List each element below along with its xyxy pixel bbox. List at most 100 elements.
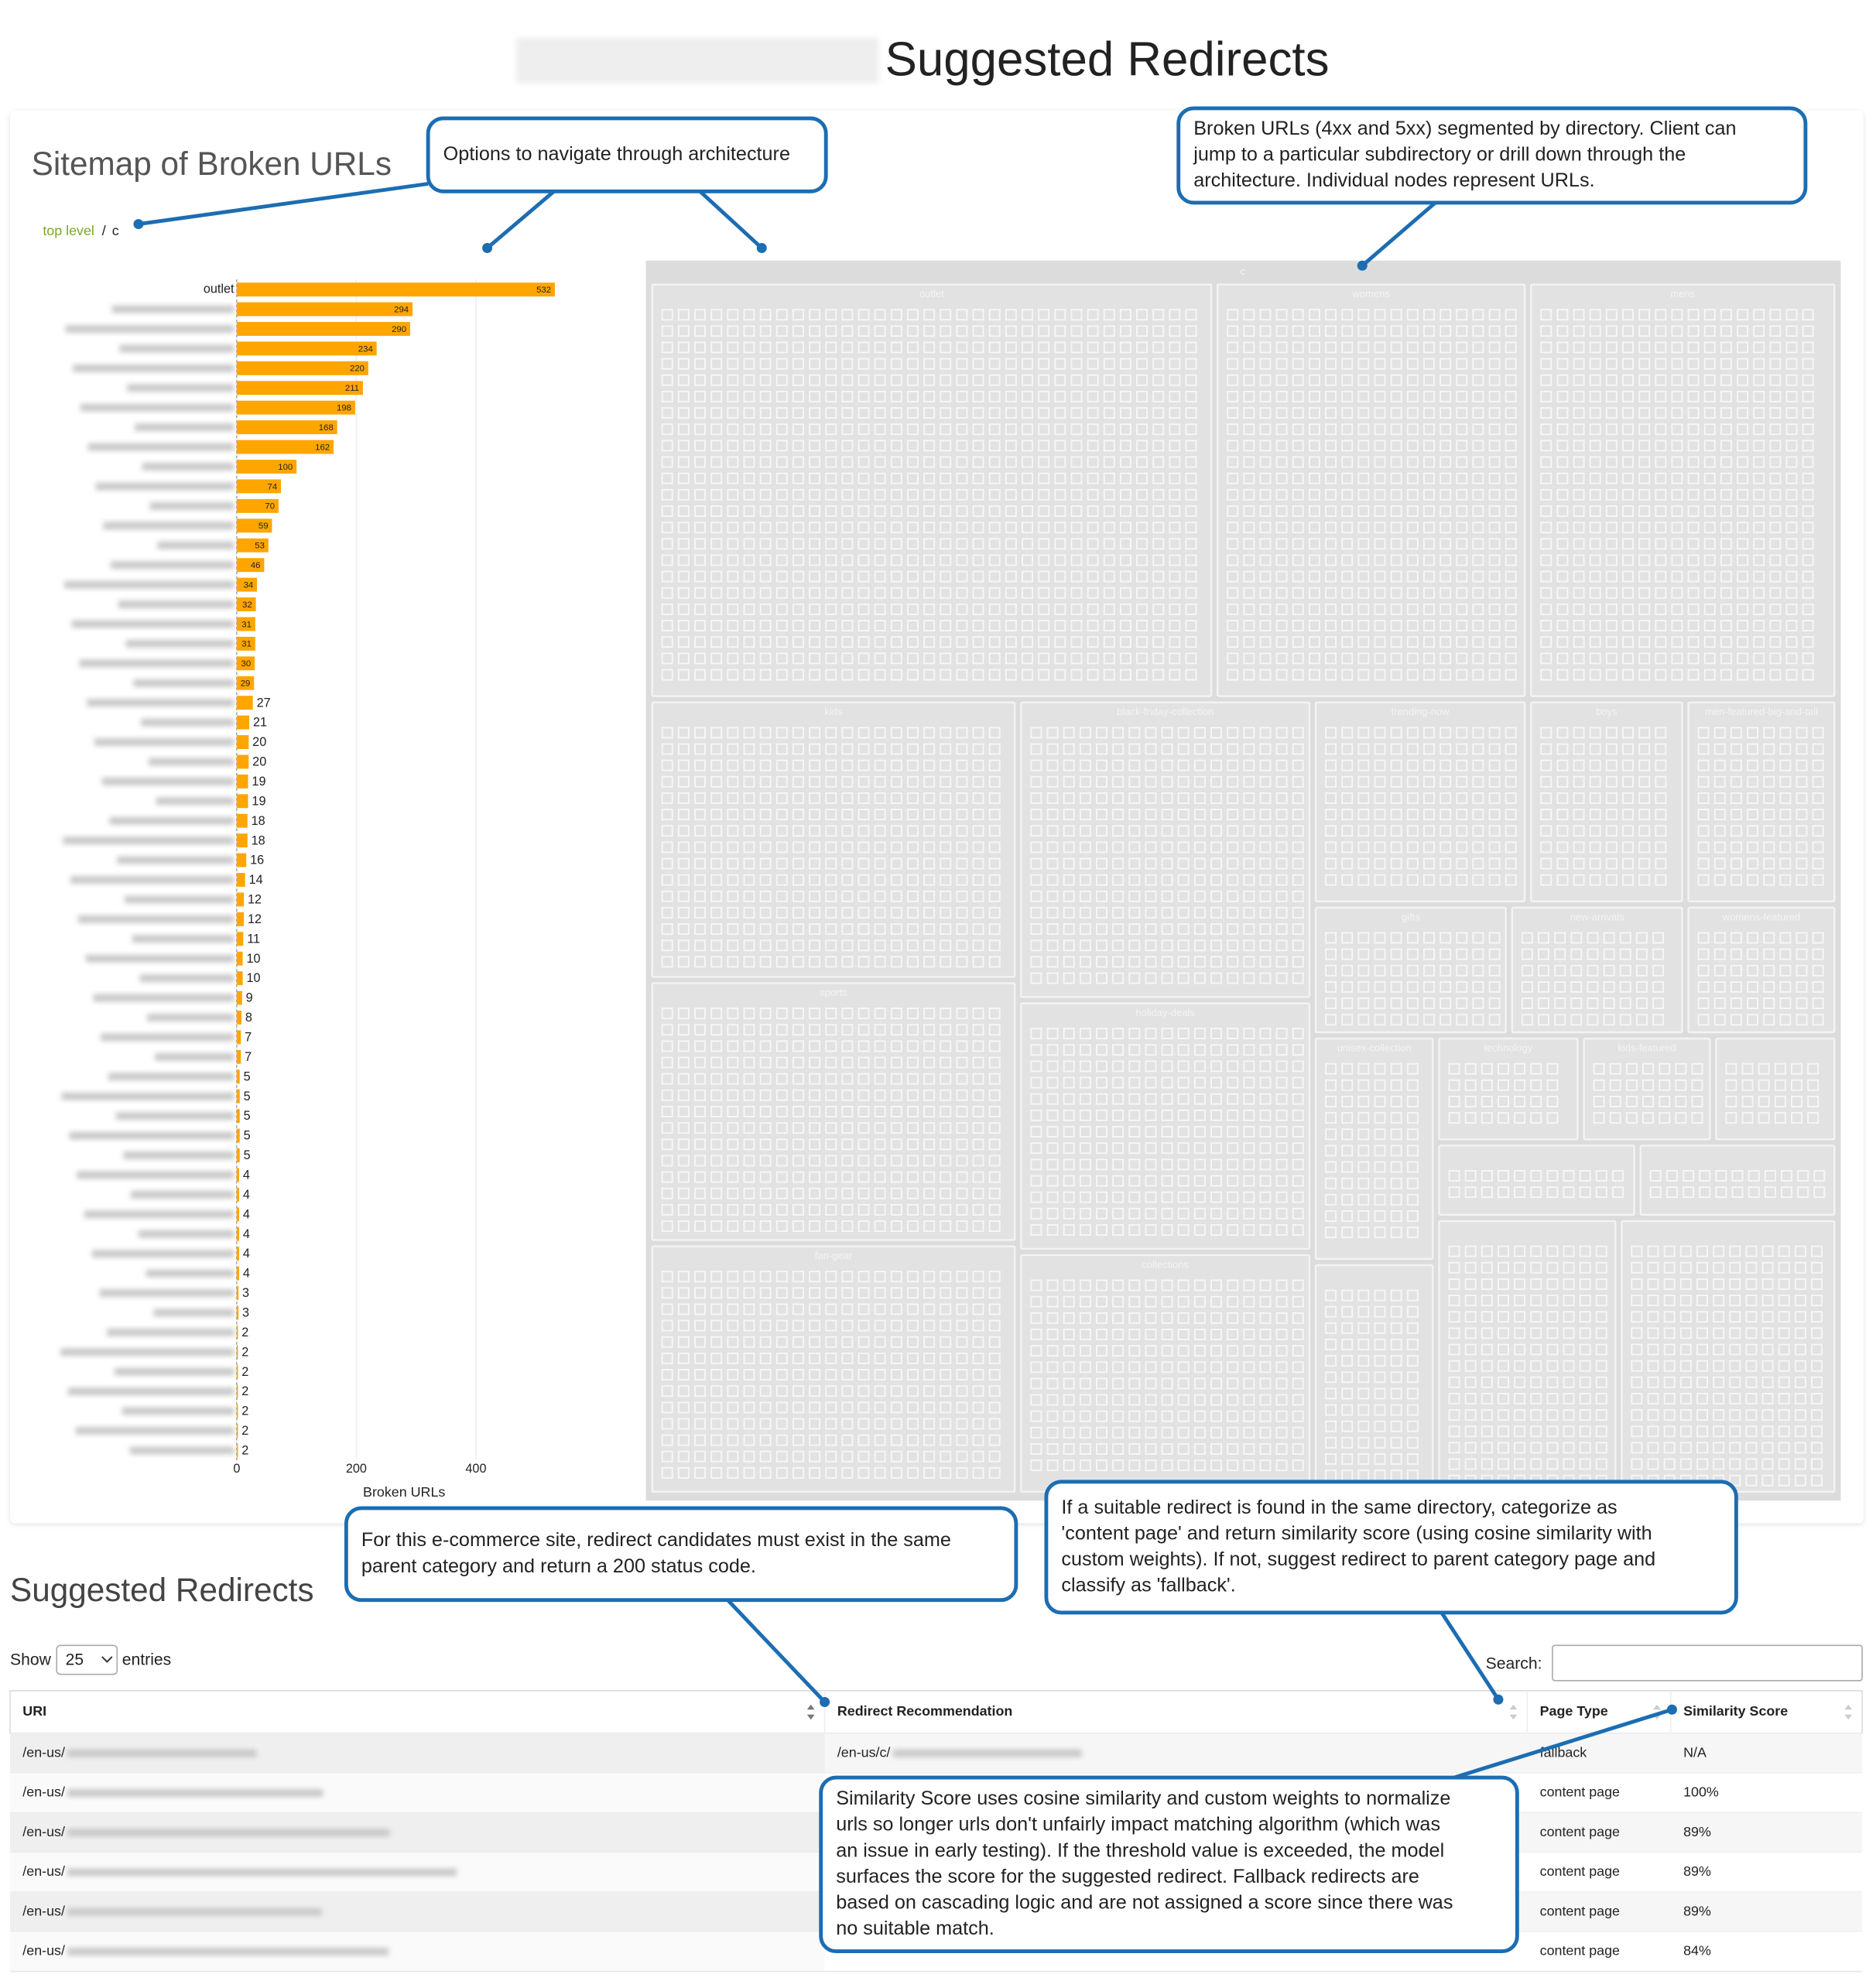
treemap-node [841,1352,854,1364]
treemap-node [759,841,772,854]
treemap-node [710,1369,723,1381]
treemap-node [890,1024,902,1036]
redacted-label [118,600,234,608]
column-header[interactable]: Page Type [1540,1703,1608,1719]
treemap-node [1448,1096,1460,1107]
treemap-node [1747,841,1759,854]
treemap-node [858,841,870,854]
treemap-node [1530,1079,1542,1091]
treemap-node [1745,1311,1758,1323]
treemap-node [1177,792,1190,804]
treemap-node [1406,809,1419,821]
treemap-node [825,1287,837,1299]
treemap-node [1210,1207,1223,1220]
treemap-node [956,1106,968,1117]
treemap-node [1603,997,1615,1010]
treemap-node [1406,857,1419,870]
treemap-node [1193,1028,1206,1040]
treemap-node [1112,1345,1125,1357]
treemap-node [1096,1175,1107,1187]
length-value[interactable]: 25 [66,1651,84,1668]
treemap-node [1603,964,1615,977]
treemap-node [743,1401,755,1414]
search-input[interactable] [1552,1644,1863,1682]
treemap-node [972,374,984,386]
breadcrumb-link[interactable]: top level [43,223,94,238]
treemap-node [1456,374,1468,386]
treemap-node [906,374,919,386]
treemap-node [841,522,854,534]
treemap-node [1128,1328,1141,1340]
treemap-node [1556,727,1569,739]
treemap-node [1589,652,1601,665]
length-select[interactable] [56,1644,118,1675]
treemap-node [1638,825,1651,837]
treemap-node [1046,1028,1059,1040]
treemap-node [1374,325,1386,337]
treemap-node [1595,1278,1607,1290]
treemap-node [906,809,919,821]
treemap-node [1030,1126,1042,1138]
treemap-node [1703,620,1716,632]
treemap-node [1177,1410,1190,1422]
bar [236,1148,240,1162]
treemap-node [1325,554,1337,566]
treemap-node [988,652,1001,665]
treemap-node [1802,407,1814,419]
treemap-node [1210,1175,1223,1187]
treemap-node [1802,636,1814,648]
search-label: Search: [1486,1654,1542,1672]
treemap-node [1046,1295,1059,1308]
treemap-node [1737,472,1749,484]
bar-value-label: 4 [243,1267,250,1281]
treemap-node [759,1024,772,1036]
treemap-node [677,1155,690,1167]
column-header[interactable]: Redirect Recommendation [837,1703,1012,1719]
treemap-node [1128,1076,1141,1089]
treemap-node [1791,1062,1802,1075]
treemap-node [1745,1360,1758,1372]
treemap-node [1063,1361,1075,1374]
treemap-node [1540,554,1552,566]
treemap-node [1671,407,1683,419]
treemap-node [956,1336,968,1348]
treemap-node [743,407,755,419]
treemap-node [988,743,1001,755]
treemap-node [956,956,968,968]
treemap-node [874,488,886,501]
treemap-node [1589,857,1601,870]
treemap-node [1022,374,1033,386]
treemap-node [727,809,739,821]
treemap-node [956,309,968,321]
redacted-label [91,1250,234,1258]
treemap-node [1556,809,1569,821]
treemap-node [1794,1360,1806,1372]
treemap-node [727,587,739,599]
treemap-node [1243,1279,1255,1292]
treemap-node [1745,1409,1758,1422]
treemap-node [1761,1442,1774,1454]
treemap-node [792,341,804,354]
column-header[interactable]: Similarity Score [1683,1703,1788,1719]
treemap-node [1647,1392,1659,1404]
treemap-node [1210,1394,1223,1406]
treemap-node [1005,620,1017,632]
treemap-node [1096,1394,1107,1406]
treemap-node [940,341,952,354]
treemap-node [1785,669,1798,681]
treemap-node [906,423,919,436]
treemap-node [1325,825,1337,837]
treemap-node [1275,325,1288,337]
treemap-node [1679,1458,1692,1470]
treemap-node [1422,743,1435,755]
treemap-node [923,775,936,788]
treemap-node [1671,440,1683,452]
treemap-node [1005,341,1017,354]
treemap-node [1697,980,1710,993]
treemap-node [775,1287,788,1299]
treemap-node [694,538,707,550]
treemap-node [1046,1142,1059,1155]
column-header[interactable]: URI [22,1703,46,1719]
treemap-node [792,1271,804,1283]
treemap-node [1046,890,1059,902]
